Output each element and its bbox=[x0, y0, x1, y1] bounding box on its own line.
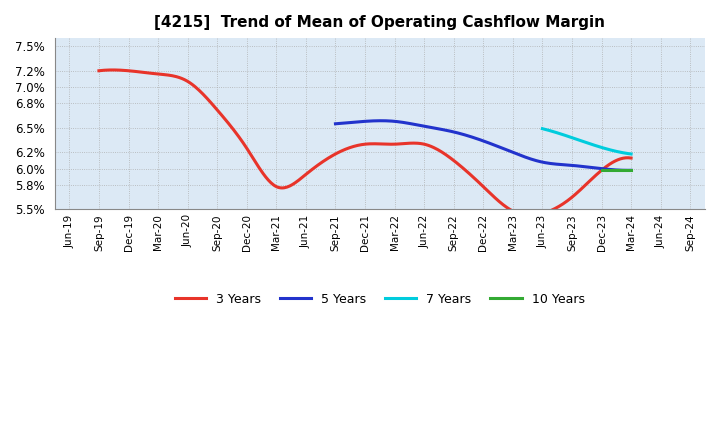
Title: [4215]  Trend of Mean of Operating Cashflow Margin: [4215] Trend of Mean of Operating Cashfl… bbox=[154, 15, 606, 30]
10 Years bbox=[604, 168, 613, 173]
7 Years bbox=[603, 147, 611, 152]
5 Years bbox=[428, 125, 437, 130]
3 Years bbox=[108, 67, 117, 73]
5 Years bbox=[545, 161, 554, 166]
10 Years bbox=[613, 168, 621, 173]
Legend: 3 Years, 5 Years, 7 Years, 10 Years: 3 Years, 5 Years, 7 Years, 10 Years bbox=[170, 288, 590, 311]
5 Years bbox=[518, 153, 526, 158]
10 Years bbox=[603, 168, 611, 173]
5 Years bbox=[366, 118, 375, 124]
10 Years bbox=[627, 168, 636, 173]
3 Years bbox=[480, 185, 489, 191]
5 Years bbox=[627, 168, 636, 173]
3 Years bbox=[160, 72, 168, 77]
3 Years bbox=[526, 213, 534, 218]
7 Years bbox=[594, 144, 603, 149]
7 Years bbox=[627, 151, 636, 157]
10 Years bbox=[597, 168, 606, 173]
10 Years bbox=[625, 168, 634, 173]
7 Years bbox=[549, 129, 557, 134]
5 Years bbox=[623, 168, 631, 173]
7 Years bbox=[602, 146, 611, 151]
3 Years bbox=[307, 168, 315, 173]
Line: 7 Years: 7 Years bbox=[542, 128, 631, 154]
Line: 3 Years: 3 Years bbox=[99, 70, 631, 215]
Line: 5 Years: 5 Years bbox=[336, 121, 631, 170]
3 Years bbox=[431, 146, 439, 151]
10 Years bbox=[624, 168, 633, 173]
3 Years bbox=[627, 155, 636, 161]
7 Years bbox=[567, 135, 575, 140]
7 Years bbox=[538, 126, 546, 131]
7 Years bbox=[573, 137, 582, 142]
5 Years bbox=[377, 118, 385, 123]
5 Years bbox=[331, 121, 340, 126]
3 Years bbox=[482, 187, 491, 193]
5 Years bbox=[546, 161, 555, 166]
10 Years bbox=[615, 168, 624, 173]
5 Years bbox=[449, 129, 458, 135]
3 Years bbox=[94, 68, 103, 73]
3 Years bbox=[269, 182, 278, 187]
